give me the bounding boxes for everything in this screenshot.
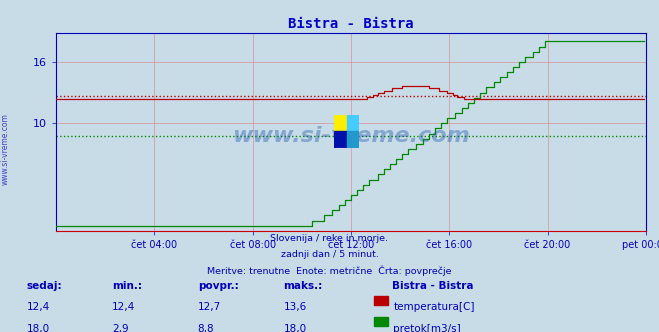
Bar [347,115,359,131]
Text: maks.:: maks.: [283,281,323,290]
Text: 2,9: 2,9 [112,324,129,332]
Text: 12,4: 12,4 [26,302,49,312]
Text: www.si-vreme.com: www.si-vreme.com [1,114,10,185]
Text: Bistra - Bistra: Bistra - Bistra [392,281,474,290]
Text: pretok[m3/s]: pretok[m3/s] [393,324,461,332]
Text: 12,7: 12,7 [198,302,221,312]
Bar [335,131,347,148]
Text: 18,0: 18,0 [283,324,306,332]
Text: temperatura[C]: temperatura[C] [393,302,475,312]
Text: 13,6: 13,6 [283,302,306,312]
Text: zadnji dan / 5 minut.: zadnji dan / 5 minut. [281,250,378,259]
Text: 12,4: 12,4 [112,302,135,312]
Bar [335,115,347,131]
Bar [347,131,359,148]
Title: Bistra - Bistra: Bistra - Bistra [288,17,414,31]
Text: 18,0: 18,0 [26,324,49,332]
Text: povpr.:: povpr.: [198,281,239,290]
Text: Slovenija / reke in morje.: Slovenija / reke in morje. [270,234,389,243]
Text: min.:: min.: [112,281,142,290]
Text: Meritve: trenutne  Enote: metrične  Črta: povprečje: Meritve: trenutne Enote: metrične Črta: … [207,266,452,277]
Text: www.si-vreme.com: www.si-vreme.com [232,126,470,146]
Text: 8,8: 8,8 [198,324,214,332]
Text: sedaj:: sedaj: [26,281,62,290]
